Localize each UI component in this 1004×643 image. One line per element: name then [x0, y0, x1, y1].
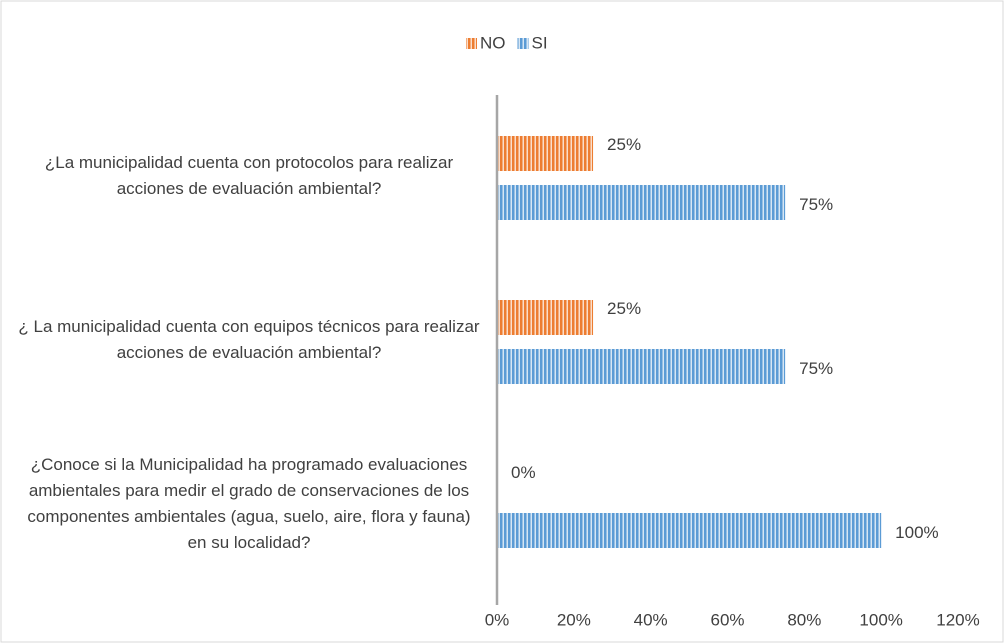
y-tick-label: ¿Conoce si la Municipalidad ha programad…	[27, 455, 471, 552]
bar	[497, 513, 882, 548]
y-tick-label: ¿ La municipalidad cuenta con equipos té…	[18, 317, 480, 362]
bar	[497, 300, 594, 335]
data-label: 75%	[799, 195, 833, 214]
x-tick-label: 60%	[710, 610, 744, 629]
x-tick-label: 40%	[634, 610, 668, 629]
x-tick-label: 100%	[859, 610, 902, 629]
x-tick-label: 20%	[557, 610, 591, 629]
legend-swatch	[466, 38, 477, 49]
legend-label: NO	[480, 33, 506, 52]
bar	[497, 185, 786, 220]
legend-label: SI	[532, 33, 548, 52]
data-label: 0%	[511, 463, 536, 482]
data-label: 25%	[607, 299, 641, 318]
x-tick-label: 120%	[936, 610, 979, 629]
bar	[497, 136, 594, 171]
bar	[497, 349, 786, 384]
legend-swatch	[517, 38, 529, 49]
x-tick-label: 80%	[787, 610, 821, 629]
data-label: 25%	[607, 135, 641, 154]
y-tick-label: ¿La municipalidad cuenta con protocolos …	[44, 153, 454, 198]
data-label: 100%	[895, 523, 938, 542]
x-tick-label: 0%	[485, 610, 510, 629]
data-label: 75%	[799, 359, 833, 378]
